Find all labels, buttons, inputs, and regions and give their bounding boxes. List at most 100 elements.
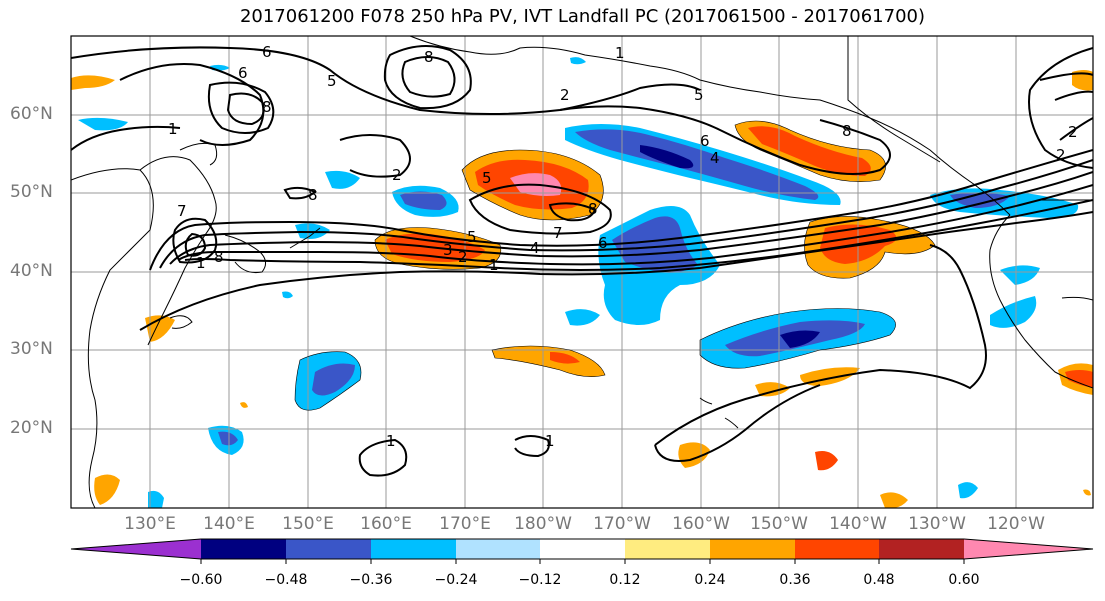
contour-label: 1 [489, 256, 499, 274]
colorbar-cell [71, 539, 201, 559]
ivt-outlines [294, 120, 936, 411]
contour-labels: 6 6 8 5 8 1 2 5 6 4 8 1 2 8 5 8 7 5 4 6 … [168, 43, 1078, 450]
colorbar-cell [371, 539, 456, 559]
ivt-positive-region [755, 382, 790, 397]
ivt-negative-region [570, 57, 586, 65]
ivt-positive-region [71, 75, 115, 90]
contour-label: 7 [553, 224, 563, 242]
ivt-negative-region [282, 291, 293, 299]
colorbar-cell [795, 539, 879, 559]
ivt-negative-region [312, 363, 355, 396]
contour-label: 7 [177, 202, 187, 220]
colorbar-tick-label: 0.48 [863, 572, 895, 588]
lon-label: 170°E [439, 514, 491, 534]
colorbar-tick-label: −0.36 [349, 572, 393, 588]
map-border [70, 35, 1094, 509]
ivt-negative-region [640, 145, 694, 169]
contour-label: 4 [530, 239, 540, 257]
contour-label: 8 [308, 186, 318, 204]
lon-label: 170°W [593, 514, 651, 534]
contour-label: 2 [1068, 123, 1078, 141]
contour-label: 1 [545, 432, 555, 450]
contour-label: 5 [482, 169, 492, 187]
lat-label: 30°N [10, 339, 53, 359]
lon-label: 160°E [360, 514, 412, 534]
colorbar-tick-label: 0.60 [948, 572, 980, 588]
contour-label: 2 [1056, 146, 1066, 164]
contour-label: 5 [694, 86, 704, 104]
ivt-negative-region [218, 431, 238, 446]
contour-label: 6 [700, 132, 710, 150]
contour-label: 2 [392, 166, 402, 184]
lon-label: 130°W [908, 514, 966, 534]
ivt-negative-region [780, 330, 820, 348]
ivt-positive-region [240, 402, 248, 408]
contour-label: 8 [214, 248, 224, 266]
lon-label: 150°W [750, 514, 808, 534]
ivt-negative-region [990, 296, 1037, 328]
ivt-positive-region [880, 492, 908, 508]
contour-label: 1 [615, 44, 625, 62]
lon-label: 150°E [282, 514, 334, 534]
colorbar [70, 538, 1094, 564]
colorbar-cell [625, 539, 710, 559]
contour-label: 1 [168, 120, 178, 138]
lat-label: 50°N [10, 182, 53, 202]
contour-label: 8 [262, 98, 272, 116]
contour-label: 1 [196, 254, 206, 272]
ivt-positive-region [1083, 489, 1091, 496]
ivt-positive-region [94, 474, 120, 505]
colorbar-cell [710, 539, 795, 559]
colorbar-tick-label: −0.24 [434, 572, 478, 588]
ivt-positive-region [1065, 370, 1093, 388]
ivt-negative-region [148, 490, 164, 508]
contour-label: 6 [598, 234, 608, 252]
colorbar-cell [879, 539, 964, 559]
colorbar-tick-label: 0.36 [779, 572, 811, 588]
colorbar-tick-label: −0.12 [518, 572, 562, 588]
ivt-negative-region [612, 216, 698, 273]
lon-label: 140°W [829, 514, 887, 534]
ivt-positive-region [678, 442, 710, 468]
colorbar-cell [540, 539, 625, 559]
contour-label: 1 [386, 432, 396, 450]
ivt-negative-region [950, 192, 1010, 208]
ivt-negative-region [78, 117, 128, 131]
lat-label: 40°N [10, 261, 53, 281]
colorbar-cell [286, 539, 371, 559]
colorbar-tick-label: 0.12 [609, 572, 641, 588]
contour-label: 2 [458, 248, 468, 266]
map-title: 2017061200 F078 250 hPa PV, IVT Landfall… [239, 6, 926, 27]
lat-label: 20°N [10, 418, 53, 438]
colorbar-cell [201, 539, 286, 559]
ivt-negative-region [565, 309, 600, 326]
colorbar-cell [456, 539, 540, 559]
contour-label: 2 [560, 86, 570, 104]
lon-label: 130°E [124, 514, 176, 534]
lon-label: 160°W [672, 514, 730, 534]
lon-label: 140°E [203, 514, 255, 534]
colorbar-tick-label: −0.48 [264, 572, 308, 588]
ivt-positive-region [1072, 70, 1093, 91]
contour-label: 5 [327, 72, 337, 90]
ivt-positive-region [492, 346, 605, 377]
colorbar-cell [964, 539, 1093, 559]
colorbar-tick-label: −0.60 [179, 572, 223, 588]
contour-label: 8 [588, 200, 598, 218]
contour-label: 5 [467, 228, 477, 246]
pv-contours [71, 45, 1093, 477]
contour-label: 8 [424, 48, 434, 66]
ivt-positive-region [815, 451, 838, 471]
contour-label: 6 [238, 64, 248, 82]
ivt-negative-region [575, 129, 819, 200]
ivt-negative-region [958, 482, 978, 499]
lon-label: 120°W [987, 514, 1045, 534]
contour-label: 3 [443, 241, 453, 259]
colorbar-tick-label: 0.24 [694, 572, 726, 588]
ivt-negative-region [325, 170, 360, 189]
ivt-negative-region [1000, 265, 1040, 285]
contour-label: 6 [262, 43, 272, 61]
contour-label: 4 [710, 149, 720, 167]
lat-label: 60°N [10, 104, 53, 124]
